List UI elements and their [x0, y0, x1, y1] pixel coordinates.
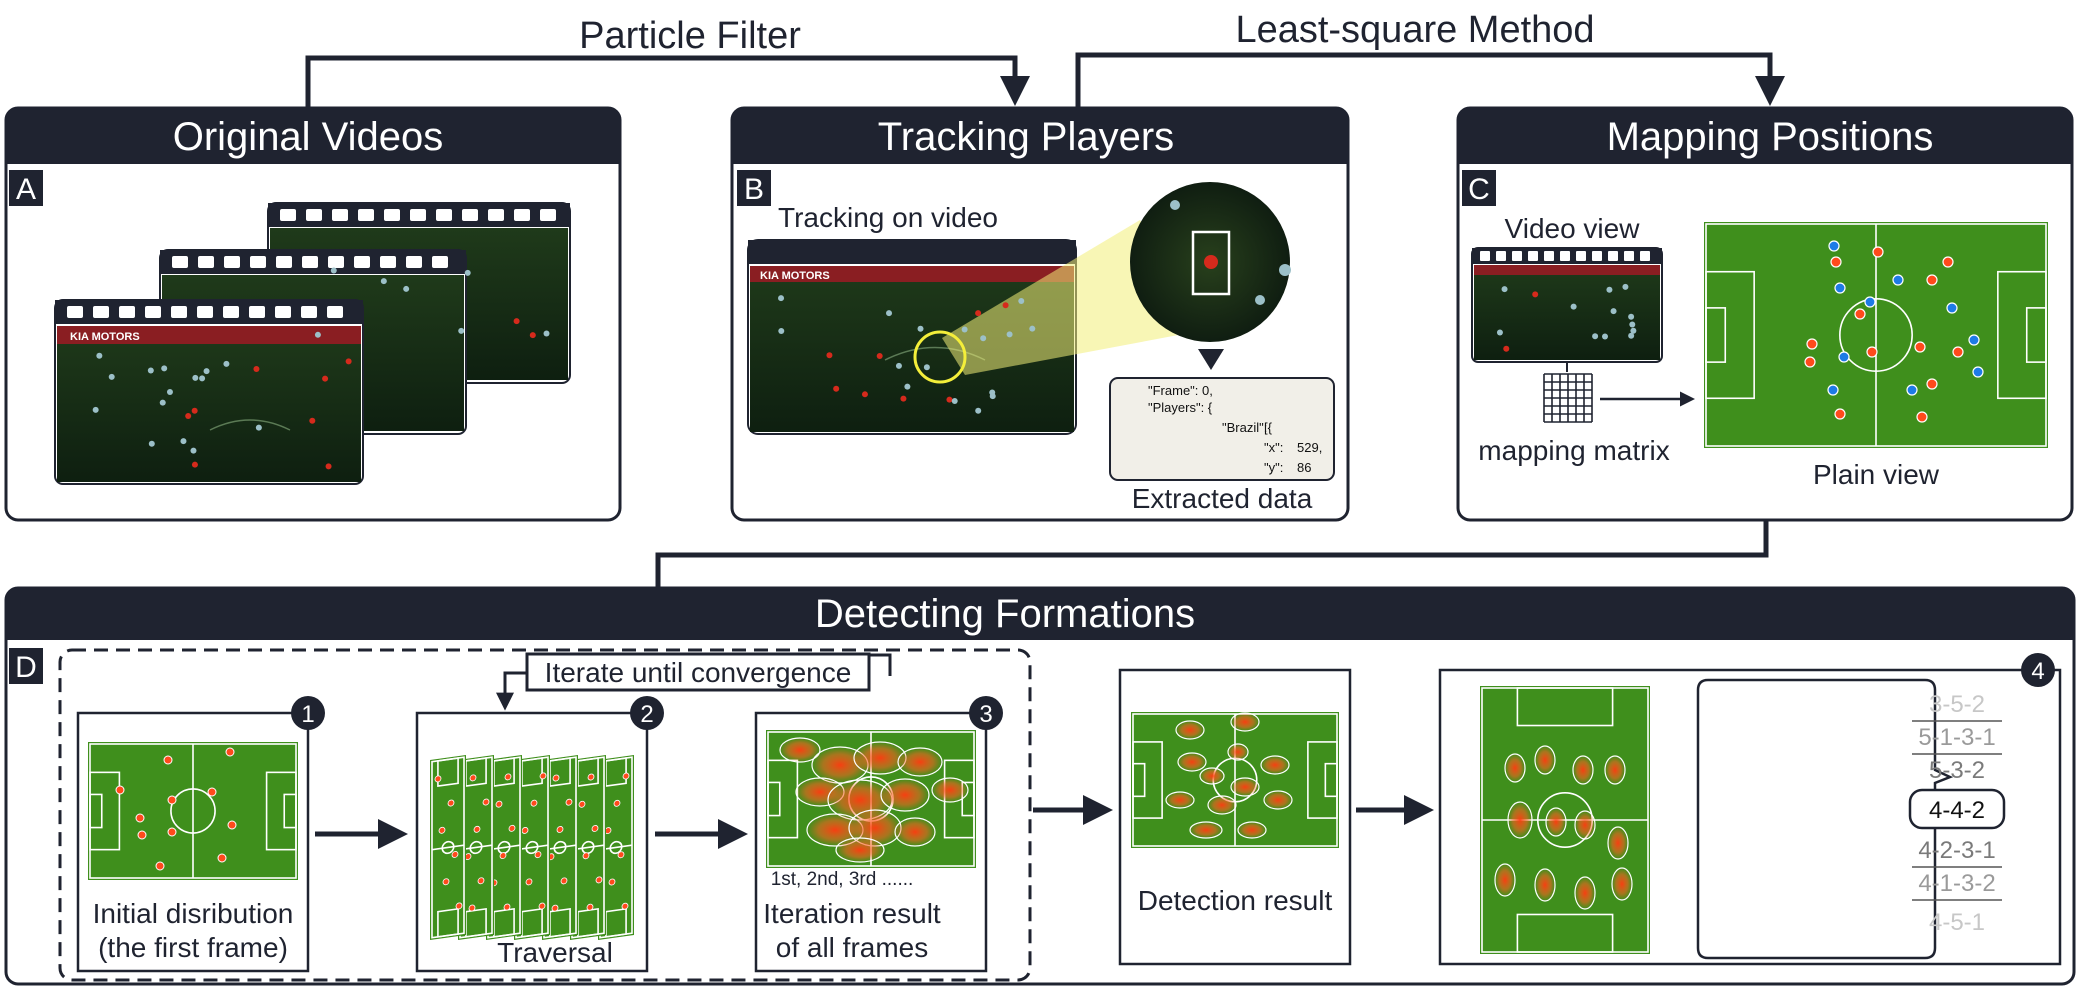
detection-caption: Detection result — [1138, 885, 1333, 916]
json-line-3: "Brazil": — [1222, 420, 1267, 435]
panel-tracking-players: Tracking Players B Tracking on video KIA… — [730, 106, 1350, 522]
step1-caption-2: (the first frame) — [98, 932, 288, 963]
panel-c-title: Mapping Positions — [1607, 115, 1934, 159]
mapping-video-thumb — [1471, 247, 1663, 363]
step-badge-label-2: 2 — [640, 701, 653, 728]
tracking-brand: KIA MOTORS — [760, 270, 830, 282]
step3-caption: Iteration result — [763, 898, 941, 929]
json-line-2: "Players": { — [1148, 400, 1213, 415]
json-line-4: [{ — [1264, 420, 1273, 435]
plain-view-caption: Plain view — [1813, 459, 1940, 490]
tracking-video-caption: Tracking on video — [778, 202, 998, 233]
step-badge-4 — [2021, 653, 2055, 687]
step-badge-label-4: 4 — [2031, 658, 2044, 685]
panel-mapping-positions: Mapping Positions C Video view mapping m… — [1456, 106, 2074, 522]
json-line-7: "y": — [1264, 460, 1283, 475]
extracted-data-caption: Extracted data — [1132, 483, 1313, 514]
svg-text:"Frame": 0, "Players: "Frame": 0, "Players": { "Brazil": [{ "x… — [1148, 383, 1326, 475]
iteration-dashed-region — [58, 648, 1032, 982]
panel-a-title: Original Videos — [173, 115, 444, 159]
least-square-arrow: Least-square Method — [1075, 9, 1785, 108]
iterate-label: Iterate until convergence — [545, 657, 852, 688]
step-badge-label-1: 1 — [301, 701, 314, 728]
panel-c-letter: C — [1468, 173, 1490, 206]
mapping-matrix-caption: mapping matrix — [1478, 435, 1669, 466]
tracked-player-ring — [913, 330, 967, 384]
particle-filter-arrow: Particle Filter — [305, 15, 1030, 108]
formation-option-5: 4-2-3-1 — [1918, 837, 1995, 864]
panel-d-title: Detecting Formations — [815, 592, 1195, 636]
json-line-6: 529, — [1297, 440, 1322, 455]
particle-filter-label: Particle Filter — [579, 15, 801, 57]
step-badges: 1 2 3 4 — [291, 653, 2055, 730]
extracted-data-card: "Frame": 0, "Players": { "Brazil": [{ "x… — [1109, 377, 1335, 481]
formation-option-7: 4-5-1 — [1929, 909, 1985, 936]
formation-option-1: 3-5-2 — [1929, 691, 1985, 718]
step-badge-3 — [969, 696, 1003, 730]
panel-d-letter: D — [15, 651, 37, 684]
panel-original-videos: Original Videos A KIA MOTORS — [4, 106, 1062, 522]
formation-option-4: 4-4-2 — [1929, 797, 1985, 824]
mapping-to-detecting-connector — [655, 521, 1769, 588]
step-badge-label-3: 3 — [979, 701, 992, 728]
plain-view-pitch — [1704, 222, 2048, 448]
svg-text:KIA MOTORS: KIA MOTORS — [70, 331, 140, 343]
step3-caption-2: of all frames — [776, 932, 929, 963]
json-line-8: 86 — [1297, 460, 1311, 475]
step3-frames-caption: 1st, 2nd, 3rd ...... — [771, 869, 914, 890]
step1-caption: Initial disribution — [93, 898, 294, 929]
least-square-label: Least-square Method — [1235, 9, 1594, 51]
film-frame-front: KIA MOTORS — [54, 299, 364, 485]
iterate-label-box — [525, 652, 871, 692]
step2-caption: Traversal — [497, 937, 613, 968]
formation-option-3: 5-3-2 — [1929, 757, 1985, 784]
json-line-1: "Frame": 0, — [1148, 383, 1213, 398]
panel-b-letter: B — [744, 173, 764, 206]
step-badge-1 — [291, 696, 325, 730]
formation-option-6: 4-1-3-2 — [1918, 870, 1995, 897]
json-line-5: "x": — [1264, 440, 1283, 455]
video-view-caption: Video view — [1505, 213, 1641, 244]
formation-option-2: 5-1-3-1 — [1918, 724, 1995, 751]
panel-detecting-formations: Detecting Formations D Iterate until con… — [4, 586, 2076, 986]
step-badge-2 — [630, 696, 664, 730]
matrix-grid-icon — [1480, 251, 1650, 423]
formation-callout — [1696, 678, 1954, 960]
panel-a-letter: A — [16, 173, 36, 206]
panel-b-title: Tracking Players — [878, 115, 1174, 159]
